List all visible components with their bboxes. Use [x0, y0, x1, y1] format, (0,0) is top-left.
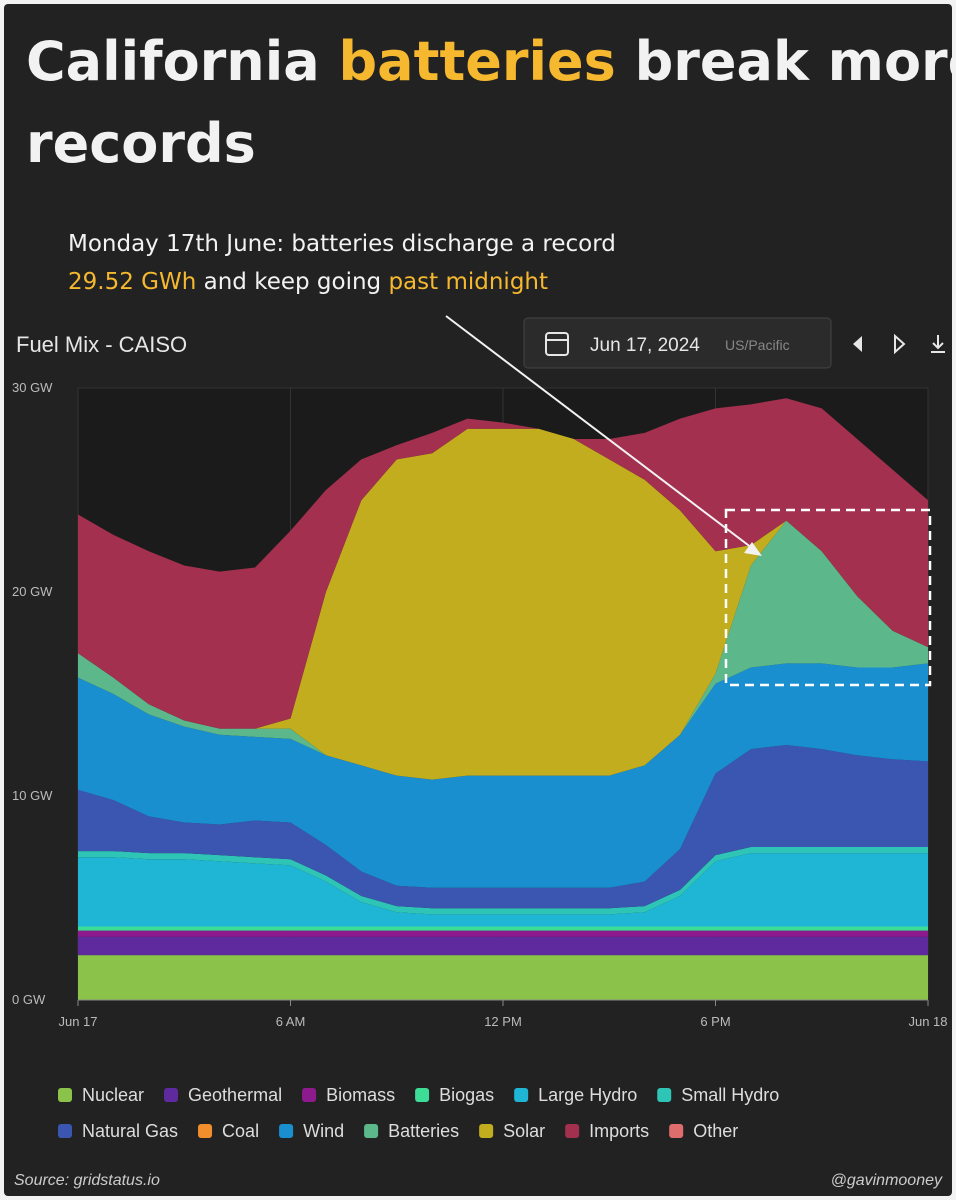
y-tick-label: 30 GW	[12, 380, 53, 395]
legend-label: Other	[693, 1121, 738, 1141]
y-tick-label: 0 GW	[12, 992, 46, 1007]
area-natural-gas	[78, 745, 928, 909]
x-tick-label: 12 PM	[484, 1014, 522, 1029]
y-tick-label: 20 GW	[12, 584, 53, 599]
legend-label: Geothermal	[188, 1085, 282, 1105]
date-box[interactable]	[523, 317, 832, 369]
legend-label: Biomass	[326, 1085, 395, 1105]
source: Source: gridstatus.io	[14, 1172, 160, 1189]
annotation-line1: Monday 17th June: batteries discharge a …	[68, 231, 616, 257]
timezone: US/Pacific	[725, 337, 790, 353]
x-tick-label: 6 PM	[700, 1014, 730, 1029]
legend-swatch	[58, 1124, 72, 1138]
annotation-line2: 29.52 GWh and keep going past midnight	[68, 269, 548, 295]
annotation-highlight: past midnight	[388, 269, 548, 295]
axes: 0 GW 10 GW 20 GW 30 GW Jun 17 6 AM 12 PM 6 PM Ju…	[12, 380, 948, 1029]
area-nuclear	[78, 955, 928, 1000]
legend-swatch	[279, 1124, 294, 1138]
legend-swatch	[164, 1088, 179, 1102]
download-button[interactable]	[931, 335, 945, 353]
legend-swatch	[58, 1088, 72, 1102]
x-tick-label: Jun 18	[908, 1014, 947, 1029]
arrow-head	[744, 542, 762, 556]
next-button[interactable]	[894, 333, 906, 355]
area-batteries	[78, 520, 928, 780]
legend-swatch	[302, 1088, 317, 1102]
legend-label: Natural Gas	[82, 1121, 178, 1141]
area-imports	[78, 398, 928, 729]
area-large-hydro	[78, 853, 928, 927]
annotation-arrow	[445, 315, 753, 549]
legend-swatch	[415, 1088, 430, 1102]
chart-title: Fuel Mix - CAISO	[16, 332, 187, 357]
handle: @gavinmooney	[831, 1172, 943, 1189]
date-picker[interactable]: Jun 17, 2024 US/Pacific	[523, 317, 832, 369]
legend-label: Nuclear	[82, 1085, 144, 1105]
legend-label: Solar	[503, 1121, 545, 1141]
area-biomass	[78, 930, 928, 937]
area-small-hydro	[78, 847, 928, 915]
annotation-text: and keep going	[204, 269, 382, 295]
date-text: Jun 17, 2024	[590, 335, 700, 356]
legend-label: Wind	[303, 1121, 344, 1141]
area-geothermal	[78, 936, 928, 956]
legend-swatch	[364, 1124, 379, 1138]
legend-swatch	[657, 1088, 672, 1102]
legend-swatch	[198, 1124, 213, 1138]
legend-swatch	[669, 1124, 684, 1138]
legend-label: Biogas	[439, 1085, 494, 1105]
prev-button[interactable]	[853, 336, 862, 352]
legend: Nuclear Geothermal Biomass Biogas Large Hydr…	[58, 1085, 779, 1141]
legend-swatch	[514, 1088, 529, 1102]
x-tick-label: 6 AM	[276, 1014, 306, 1029]
legend-label: Imports	[589, 1121, 649, 1141]
legend-swatch	[565, 1124, 580, 1138]
legend-swatch	[479, 1124, 494, 1138]
plot	[78, 398, 928, 1000]
headline: California batteries break more	[26, 30, 956, 93]
headline-part: break more	[635, 30, 956, 93]
highlight-box	[724, 508, 932, 687]
annotation-highlight: 29.52 GWh	[68, 269, 196, 295]
legend-label: Small Hydro	[681, 1085, 779, 1105]
x-tick-label: Jun 17	[58, 1014, 97, 1029]
y-tick-label: 10 GW	[12, 788, 53, 803]
headline-part: California	[26, 30, 320, 93]
area-biogas	[78, 926, 928, 931]
download-icon[interactable]	[932, 342, 944, 350]
calendar-icon	[545, 332, 569, 356]
headline-highlight: batteries	[339, 30, 616, 93]
legend-label: Coal	[222, 1121, 259, 1141]
legend-label: Large Hydro	[538, 1085, 637, 1105]
headline-line2: records	[26, 112, 256, 175]
legend-label: Batteries	[388, 1121, 459, 1141]
area-solar	[78, 428, 928, 780]
